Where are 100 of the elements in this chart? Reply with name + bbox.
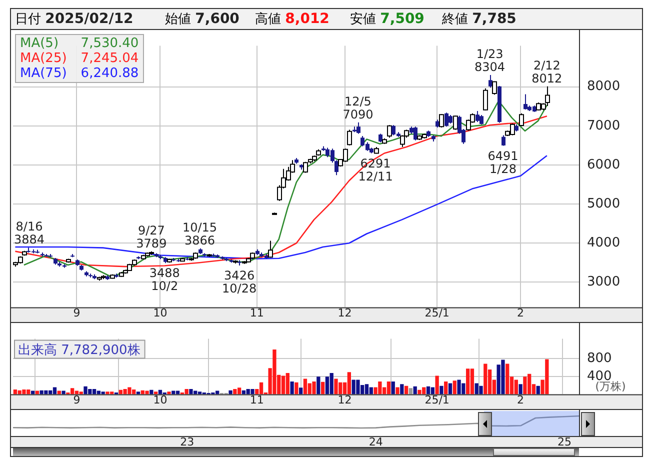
x-tick-label: 10 [153,306,168,320]
bar [444,381,448,394]
bar [386,381,391,394]
bar [92,388,96,394]
bar [518,384,522,394]
bar [233,388,237,394]
bar [448,383,452,394]
bar [22,389,26,394]
bar [198,392,202,394]
bar [413,386,417,394]
text: 高値 8,012 [255,11,330,27]
annotation: 9/27 3789 [136,223,167,250]
candlestick [502,134,506,146]
x-tick-label: 23 [180,435,194,448]
bar [470,368,474,394]
text: MA(5) 7,530.40 [20,36,139,51]
annotation: 6491 1/28 [488,148,518,176]
candlestick [356,122,360,134]
x-tick-label: 25/1 [424,306,450,320]
bar [286,373,290,394]
bar [330,373,334,394]
candlestick [480,114,484,125]
annotation: 10/15 3866 [182,220,218,248]
y-tick-label: 5000 [587,196,620,212]
y-tick-label: 7000 [587,118,620,134]
x-tick-label: 2 [517,306,524,320]
bar [259,382,264,394]
chart-title: 出来高 7,782,900株 [18,342,140,358]
x-tick-label: 25/1 [424,394,450,407]
x-tick-label: 2 [517,394,524,407]
annotation: 8/16 3884 [14,220,45,247]
candlestick [444,112,448,128]
y-tick-label: 8000 [587,79,620,94]
bar [334,378,338,394]
bar [404,386,408,394]
bar [391,381,395,394]
bar [84,386,88,394]
candlestick [414,126,418,141]
bar [440,386,444,394]
bar [426,386,430,394]
y-tick-label: 6000 [587,157,620,172]
candlestick [488,74,492,88]
bar [484,364,488,394]
text: 始値 7,600 [165,11,240,27]
candlestick [524,94,528,110]
bar [106,392,110,394]
bar [501,360,505,394]
x-tick-label: 11 [250,306,264,320]
bar [281,376,286,394]
bar [154,392,158,394]
bar [136,392,140,394]
x-tick-label: 9 [73,306,80,320]
x-tick-label: 12 [338,394,352,407]
bar [408,388,413,394]
bar [514,380,518,394]
bar [364,384,369,394]
bar [325,376,330,394]
y-axis-title: (万株) [595,380,626,394]
bar [452,380,456,394]
bar [145,390,149,394]
text: 安値 7,509 [350,11,424,27]
annotation: 3488 10/2 [149,266,180,294]
bar [150,390,154,394]
bar [250,388,254,394]
bar [418,390,422,394]
x-tick-label: 24 [368,435,383,448]
candlestick [476,110,480,122]
bar [523,376,527,394]
text: MA(25) 7,245.04 [20,51,139,66]
bar [184,388,188,394]
bar [347,372,352,394]
x-tick-label: 9 [73,394,80,407]
text: 日付 2025/02/12 [15,11,134,27]
bar [316,376,320,394]
bar [101,392,105,394]
bar [299,388,303,394]
bar [13,389,18,394]
annotation: 12/5 7090 [342,94,374,122]
annotation: 3426 10/28 [222,268,257,296]
bar [167,392,171,394]
bar [237,388,242,394]
bar [189,388,193,394]
x-tick-label: 10 [153,394,168,407]
bar [294,382,298,394]
text: MA(75) 6,240.88 [20,66,139,81]
annotation: 1/23 8304 [474,46,506,74]
bar [506,364,510,394]
bar [303,378,308,394]
bar [435,376,439,394]
x-tick-label: 11 [250,394,264,407]
x-tick-label: 25 [557,435,572,448]
bar [396,387,400,394]
y-tick-label: 800 [587,351,612,366]
bar [479,386,483,394]
text: 終値 7,785 [442,11,516,27]
y-tick-label: 3000 [587,274,620,290]
bar [228,390,232,394]
x-tick-label: 12 [338,306,352,320]
bar [536,386,540,394]
bar [79,392,83,394]
